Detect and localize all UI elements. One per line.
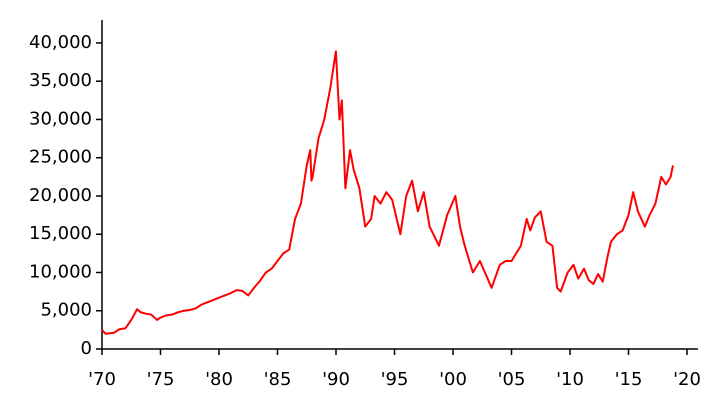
y-tick-label: 40,000 bbox=[29, 32, 92, 53]
x-tick-label: '00 bbox=[439, 369, 467, 390]
x-tick-label: '80 bbox=[205, 369, 233, 390]
x-tick-label: '90 bbox=[322, 369, 350, 390]
y-tick-label: 0 bbox=[81, 338, 92, 359]
x-tick-label: '15 bbox=[615, 369, 643, 390]
x-tick-label: '70 bbox=[88, 369, 116, 390]
line bbox=[101, 50, 674, 335]
x-tick-label: '85 bbox=[264, 369, 292, 390]
y-tick-label: 25,000 bbox=[29, 147, 92, 168]
y-tick-label: 20,000 bbox=[29, 185, 92, 206]
x-tick-label: '75 bbox=[147, 369, 175, 390]
x-tick-label: '05 bbox=[498, 369, 526, 390]
y-tick-label: 5,000 bbox=[40, 300, 92, 321]
y-tick-label: 35,000 bbox=[29, 70, 92, 91]
y-tick-label: 30,000 bbox=[29, 108, 92, 129]
x-tick-label: '10 bbox=[556, 369, 584, 390]
y-tick-label: 10,000 bbox=[29, 261, 92, 282]
x-tick-label: '20 bbox=[673, 369, 701, 390]
x-tick-label: '95 bbox=[381, 369, 409, 390]
y-tick-label: 15,000 bbox=[29, 223, 92, 244]
